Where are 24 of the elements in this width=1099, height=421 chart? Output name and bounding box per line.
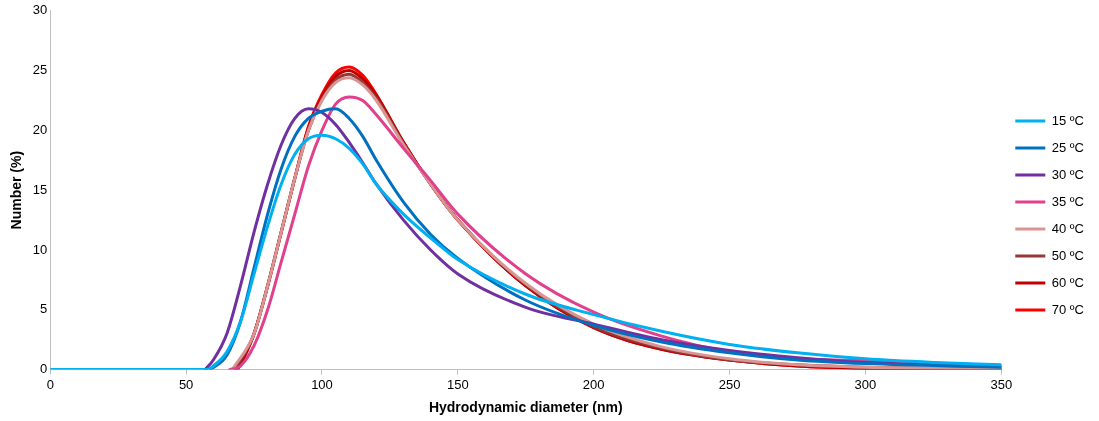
- y-tick-label: 15: [32, 181, 48, 197]
- x-axis-title: Hydrodynamic diameter (nm): [428, 399, 623, 416]
- y-tick-label: 30: [32, 2, 48, 18]
- y-tick-label: 5: [40, 301, 48, 317]
- x-tick-label: 100: [311, 376, 333, 392]
- x-tick-label: 350: [990, 376, 1013, 392]
- legend-label: 15 ºC: [1051, 112, 1085, 128]
- y-tick-label: 10: [32, 241, 48, 257]
- legend-label: 35 ºC: [1051, 193, 1085, 209]
- legend-label: 60 ºC: [1051, 274, 1085, 290]
- x-tick-label: 300: [854, 376, 877, 392]
- x-tick-label: 200: [582, 376, 605, 392]
- y-tick-label: 20: [32, 121, 48, 137]
- legend-label: 70 ºC: [1051, 301, 1085, 317]
- legend-label: 40 ºC: [1051, 220, 1085, 236]
- y-tick-label: 25: [32, 62, 48, 78]
- x-tick-label: 50: [178, 376, 194, 392]
- legend-label: 50 ºC: [1051, 247, 1085, 263]
- x-tick-label: 150: [446, 376, 469, 392]
- y-tick-label: 0: [40, 361, 48, 377]
- x-tick-label: 250: [718, 376, 741, 392]
- y-axis-title: Number (%): [8, 150, 25, 230]
- legend-label: 30 ºC: [1051, 166, 1085, 182]
- legend-label: 25 ºC: [1051, 139, 1085, 155]
